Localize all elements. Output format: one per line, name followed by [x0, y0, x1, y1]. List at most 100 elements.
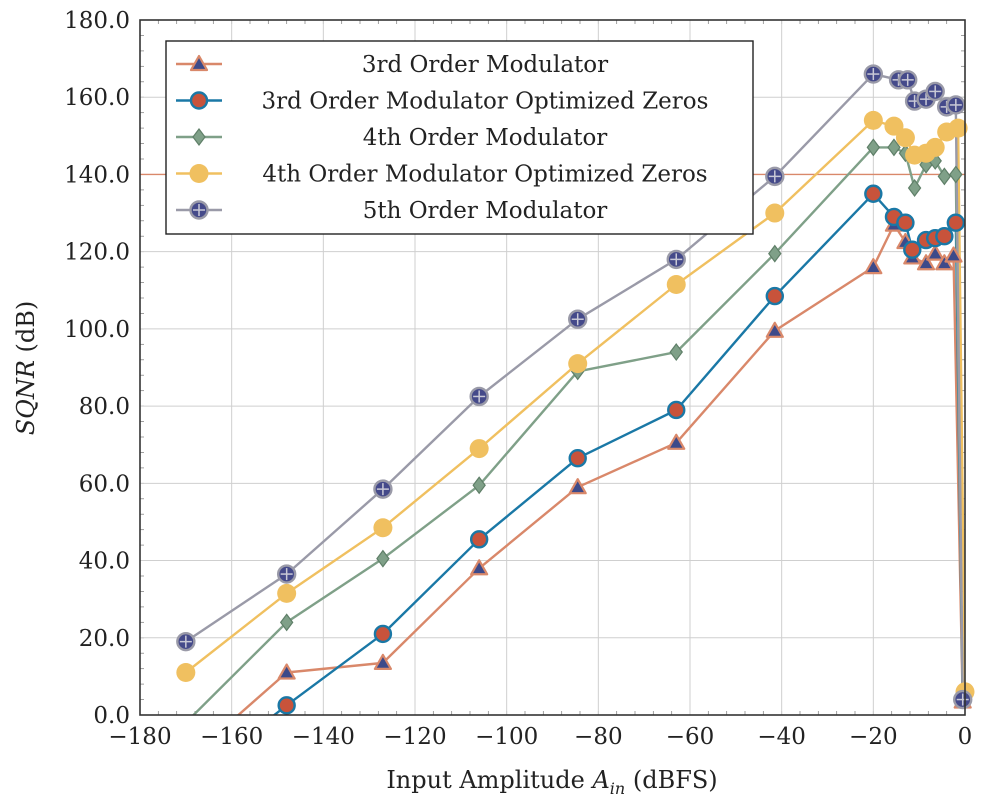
data-point: [666, 249, 686, 270]
diamond-marker-shape: [866, 138, 881, 157]
data-point: [277, 696, 296, 715]
y-axis-label-suffix: (dB): [12, 301, 40, 360]
legend-entry: 4th Order Modulator: [176, 125, 607, 151]
circle-marker-shape: [925, 137, 945, 157]
y-tick-labels: 0.0 20.0 40.0 60.0 80.0 100.0 120.0 140.0 160.0 1…: [64, 8, 130, 729]
series-line: [191, 146, 964, 715]
data-point: [373, 653, 393, 670]
y-tick-label: 0.0: [93, 703, 130, 729]
data-point: [276, 564, 297, 584]
circle-marker-shape: [895, 128, 915, 148]
x-tick-label: −40: [757, 724, 806, 750]
data-point: [669, 343, 683, 362]
triangle-marker-shape: [944, 246, 963, 263]
data-point: [279, 613, 294, 632]
circle-marker-shape: [277, 583, 297, 603]
data-point: [948, 118, 968, 138]
x-axis-label-variable: A: [590, 766, 609, 794]
data-point: [946, 213, 966, 232]
data-point: [907, 178, 922, 197]
y-tick-label: 60.0: [79, 471, 130, 497]
data-point: [944, 246, 963, 263]
circle-marker-shape: [765, 203, 785, 223]
x-tick-labels: −180 −160 −140 −120 −100 −80 −60 −40 −20 0: [108, 724, 972, 750]
data-point: [765, 286, 784, 306]
triangle-marker-shape: [277, 663, 296, 680]
x-tick-label: −60: [666, 724, 715, 750]
legend-entry: 5th Order Modulator: [176, 198, 607, 224]
data-point: [765, 203, 785, 223]
data-point: [277, 663, 296, 680]
diamond-marker-shape: [192, 128, 206, 146]
legend-marker: [189, 164, 209, 183]
diamond-marker-shape: [907, 178, 922, 197]
circle-marker-shape: [469, 530, 489, 549]
data-point: [568, 354, 588, 374]
x-tick-label: −120: [383, 724, 446, 750]
y-tick-label: 100.0: [64, 317, 130, 343]
data-point: [765, 166, 785, 187]
circle-marker-shape: [946, 213, 966, 232]
data-point: [176, 631, 196, 652]
circle-marker-shape: [896, 213, 915, 232]
triangle-marker-shape: [470, 559, 489, 576]
circle-marker-shape: [189, 91, 209, 110]
y-tick-label: 140.0: [64, 162, 130, 188]
legend-entry: 3rd Order Modulator: [176, 52, 608, 78]
circle-marker-shape: [666, 274, 686, 294]
data-point: [568, 478, 587, 495]
legend-entry: 3rd Order Modulator Optimized Zeros: [176, 89, 708, 115]
data-point: [568, 309, 588, 329]
circle-marker-shape: [903, 240, 922, 259]
data-point: [866, 138, 881, 157]
y-tick-label: 20.0: [79, 626, 130, 652]
data-point: [667, 400, 686, 420]
data-point: [472, 476, 486, 495]
x-tick-label: 0: [958, 724, 973, 750]
diamond-marker-shape: [949, 165, 963, 184]
data-point: [946, 95, 966, 115]
data-point: [884, 116, 904, 136]
circle-marker-shape: [568, 449, 587, 468]
legend-marker: [189, 91, 209, 110]
data-point: [887, 138, 901, 157]
legend-box: [165, 40, 754, 235]
data-point: [469, 386, 489, 407]
data-point: [903, 240, 922, 259]
x-tick-label: −20: [849, 724, 898, 750]
circle-marker-shape: [189, 164, 209, 183]
triangle-marker-shape: [926, 244, 945, 261]
y-tick-label: 160.0: [64, 85, 130, 111]
triangle-marker-shape: [189, 54, 209, 72]
circle-marker-shape: [568, 354, 588, 374]
data-point: [373, 479, 393, 499]
triangle-marker-shape: [568, 478, 587, 495]
data-point: [277, 583, 297, 603]
data-point: [925, 137, 945, 157]
x-axis-label-subscript: in: [610, 779, 625, 798]
legend-marker: [192, 128, 206, 146]
diamond-marker-shape: [937, 167, 952, 186]
data-point: [765, 321, 784, 338]
circle-marker-shape: [373, 518, 393, 538]
data-point: [896, 213, 915, 232]
circle-marker-shape: [884, 116, 904, 136]
data-point: [916, 254, 936, 271]
data-point: [925, 81, 945, 102]
data-point: [949, 165, 963, 184]
circle-marker-shape: [935, 227, 954, 246]
y-axis-label: SQNR (dB): [12, 301, 40, 436]
data-point: [953, 689, 973, 710]
circle-marker-shape: [948, 118, 968, 138]
triangle-marker-shape: [916, 254, 936, 271]
data-point: [937, 167, 952, 186]
data-point: [935, 227, 954, 246]
data-point: [864, 184, 883, 203]
diamond-marker-shape: [887, 138, 901, 157]
legend-entry: 4th Order Modulator Optimized Zeros: [176, 162, 708, 188]
x-axis-label-prefix: Input Amplitude: [386, 766, 592, 794]
triangle-marker-shape: [373, 653, 393, 670]
circle-marker-shape: [667, 400, 686, 420]
diamond-marker-shape: [279, 613, 294, 632]
